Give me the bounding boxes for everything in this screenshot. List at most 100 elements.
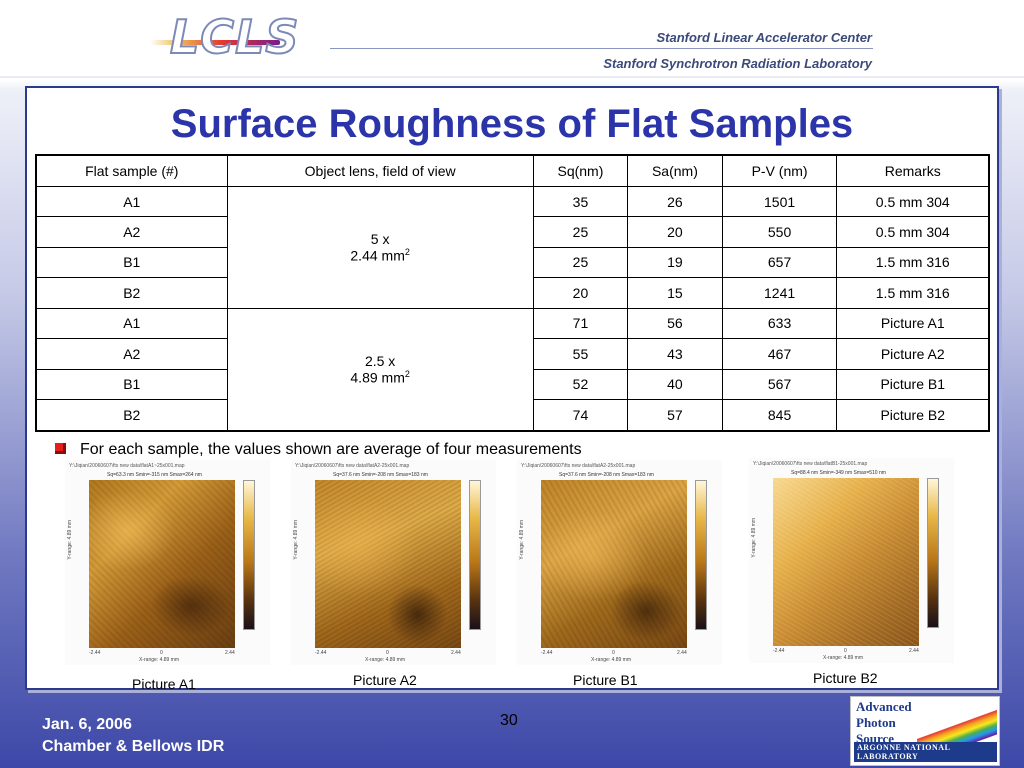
sq-cell: 71 <box>532 307 629 340</box>
surface-map-a2: Y:\Jiqian\20060607\fts new data\flatA2-2… <box>291 460 496 665</box>
lens-mag: 5 x <box>370 230 390 247</box>
sample-cell: B2 <box>35 399 228 432</box>
x-tick-max: 2.44 <box>225 650 235 656</box>
map-file-path: Y:\Jiqian\20060607\fts new data\flatA2-2… <box>295 463 410 469</box>
aps-line2: Photon <box>856 715 896 730</box>
footer-subtitle: Chamber & Bellows IDR <box>42 738 225 755</box>
header-cell: Flat sample (#) <box>35 154 228 187</box>
sa-cell: 19 <box>627 246 723 279</box>
logo-swoosh <box>150 40 280 45</box>
sq-cell: 25 <box>532 246 629 279</box>
surface-map-image <box>773 478 919 646</box>
slac-label: Stanford Linear Accelerator Center <box>656 30 872 45</box>
table-row: A1 5 x 2.44 mm2 35 26 1501 0.5 mm 304 <box>35 185 990 309</box>
header-cell: P-V (nm) <box>721 154 838 187</box>
lens-fov: 4.89 mm2 <box>228 369 533 386</box>
content-panel: Surface Roughness of Flat Samples Flat s… <box>25 86 999 692</box>
remarks-cell: Picture B1 <box>836 368 990 401</box>
sq-cell: 35 <box>532 185 629 218</box>
map-stats: Sq=37.6 nm Smin=-208 nm Smax=183 nm <box>333 472 428 478</box>
aps-line1: Advanced <box>856 699 912 714</box>
map-x-label: X-range: 4.89 mm <box>591 657 632 663</box>
sample-cell: A2 <box>35 338 228 370</box>
map-y-label: Y-range: 4.89 mm <box>519 520 525 560</box>
remarks-cell: Picture A1 <box>836 307 990 340</box>
lens-mag: 2.5 x <box>364 353 396 369</box>
fov-exponent: 2 <box>404 246 410 257</box>
pv-cell: 550 <box>721 216 838 248</box>
sq-cell: 55 <box>532 338 629 370</box>
slide-title: Surface Roughness of Flat Samples <box>170 102 854 146</box>
table-header-row: Flat sample (#) Object lens, field of vi… <box>35 154 990 187</box>
sa-cell: 40 <box>627 368 723 401</box>
map-y-label: Y-range: 4.89 mm <box>751 518 757 558</box>
x-tick-mid: 0 <box>386 650 389 656</box>
caption-a1: Picture A1 <box>132 676 196 692</box>
remarks-cell: Picture A2 <box>836 338 990 370</box>
measurement-note: For each sample, the values shown are av… <box>55 441 582 459</box>
remarks-cell: 1.5 mm 316 <box>836 277 990 309</box>
table-row: A1 2.5 x 4.89 mm2 71 56 633 Picture A1 <box>35 307 990 432</box>
map-stats: Sq=37.6 nm Smin=-208 nm Smax=183 nm <box>559 472 654 478</box>
map-x-label: X-range: 4.89 mm <box>823 655 864 661</box>
pv-cell: 1241 <box>721 277 838 309</box>
surface-map-b2: Y:\Jiqian\20060607\fts new data\flatB1-2… <box>749 458 954 663</box>
map-x-label: X-range: 4.89 mm <box>139 657 180 663</box>
fov-exponent: 2 <box>404 369 410 379</box>
header-cell: Object lens, field of view <box>226 154 534 187</box>
pv-cell: 467 <box>721 338 838 370</box>
map-file-path: Y:\Jiqian\20060607\fts new data\flatA1~2… <box>69 463 185 469</box>
aps-logo: Advanced Photon Source ARGONNE NATIONAL … <box>850 696 1000 766</box>
map-y-label: Y-range: 4.89 mm <box>293 520 299 560</box>
note-text: For each sample, the values shown are av… <box>80 441 582 458</box>
sample-cell: B1 <box>35 368 228 401</box>
surface-map-image <box>315 480 461 648</box>
x-tick-min: -2.44 <box>773 648 785 654</box>
sa-cell: 56 <box>627 307 723 340</box>
sample-cell: A1 <box>35 185 228 218</box>
sq-cell: 25 <box>532 216 629 248</box>
sa-cell: 26 <box>627 185 723 218</box>
roughness-table: Flat sample (#) Object lens, field of vi… <box>35 154 990 432</box>
anl-label: ARGONNE NATIONAL LABORATORY <box>854 742 997 762</box>
fov-value: 2.44 mm <box>350 247 405 264</box>
x-tick-min: -2.44 <box>315 650 327 656</box>
logo-text: LCLS <box>169 9 300 65</box>
sq-cell: 20 <box>532 277 629 309</box>
bullet-icon <box>55 443 66 454</box>
caption-a2: Picture A2 <box>353 672 417 688</box>
map-stats: Sq=88.4 nm Smin=-349 nm Smax=510 nm <box>791 470 886 476</box>
map-y-label: Y-range: 4.89 mm <box>67 520 73 560</box>
sq-cell: 74 <box>532 399 629 432</box>
header-cell: Sa(nm) <box>627 154 723 187</box>
sample-cell: B1 <box>35 246 228 279</box>
sample-cell: A2 <box>35 216 228 248</box>
pv-cell: 845 <box>721 399 838 432</box>
footer-info: Jan. 6, 2006 Chamber & Bellows IDR <box>42 714 224 758</box>
surface-map-image <box>541 480 687 648</box>
surface-map-b1: Y:\Jiqian\20060607\fts new data\flatA2-2… <box>517 460 722 665</box>
caption-b1: Picture B1 <box>573 672 638 688</box>
sa-cell: 57 <box>627 399 723 432</box>
x-tick-max: 2.44 <box>909 648 919 654</box>
table-row: B2 20 15 1241 1.5 mm 316 <box>35 277 990 309</box>
color-scale-bar <box>927 478 939 628</box>
pv-cell: 657 <box>721 246 838 279</box>
color-scale-bar <box>243 480 255 630</box>
table-row: A2 25 20 550 0.5 mm 304 <box>35 216 990 248</box>
table-row: B1 52 40 567 Picture B1 <box>35 368 990 401</box>
map-x-label: X-range: 4.89 mm <box>365 657 406 663</box>
color-scale-bar <box>695 480 707 630</box>
sa-cell: 15 <box>627 277 723 309</box>
x-tick-mid: 0 <box>844 648 847 654</box>
sa-cell: 20 <box>627 216 723 248</box>
map-file-path: Y:\Jiqian\20060607\fts new data\flatA2-2… <box>521 463 636 469</box>
lens-fov: 2.44 mm2 <box>228 247 533 264</box>
pv-cell: 1501 <box>721 185 838 218</box>
pv-cell: 633 <box>721 307 838 340</box>
remarks-cell: Picture B2 <box>836 399 990 432</box>
header-cell: Sq(nm) <box>532 154 629 187</box>
header: LCLS Stanford Linear Accelerator Center … <box>0 0 1024 80</box>
sa-cell: 43 <box>627 338 723 370</box>
caption-b2: Picture B2 <box>813 670 878 686</box>
